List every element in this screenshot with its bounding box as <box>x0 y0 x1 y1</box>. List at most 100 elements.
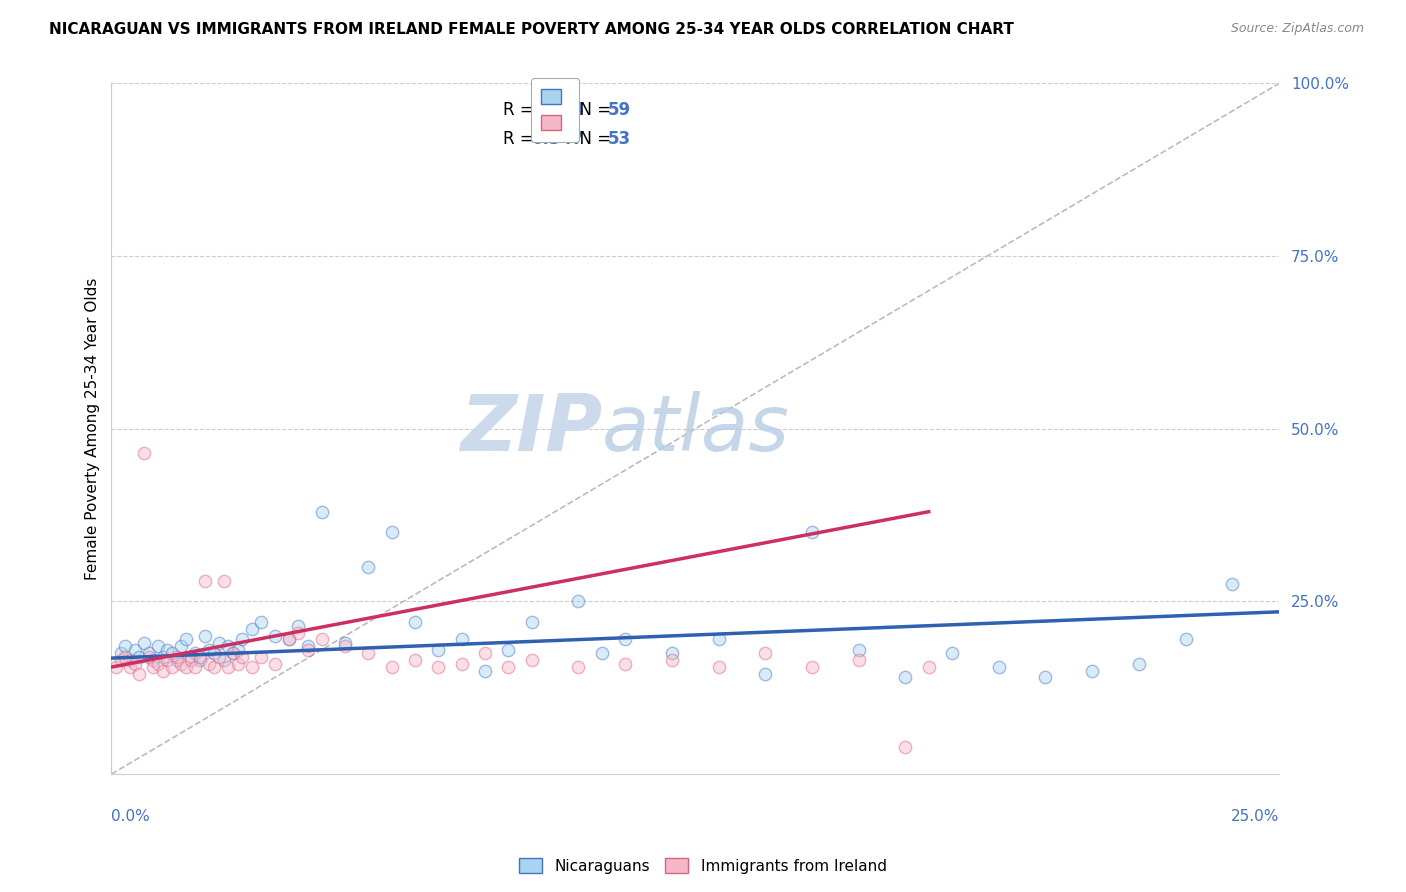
Point <box>152 649 174 664</box>
Point <box>174 632 197 647</box>
Point <box>231 632 253 647</box>
Point <box>188 653 211 667</box>
Point <box>381 525 404 540</box>
Point <box>427 642 450 657</box>
Point <box>264 657 287 671</box>
Point <box>142 653 165 667</box>
Point <box>754 646 776 660</box>
Point <box>114 640 136 654</box>
Point <box>801 525 824 540</box>
Point <box>240 660 263 674</box>
Point <box>170 640 193 654</box>
Point <box>264 629 287 643</box>
Text: 25.0%: 25.0% <box>1230 809 1279 823</box>
Point <box>404 653 426 667</box>
Text: Source: ZipAtlas.com: Source: ZipAtlas.com <box>1230 22 1364 36</box>
Point <box>166 653 188 667</box>
Point <box>138 649 160 664</box>
Point <box>124 642 146 657</box>
Point <box>110 646 132 660</box>
Point <box>184 646 207 660</box>
Legend: , : , <box>531 78 579 143</box>
Point <box>498 642 520 657</box>
Point <box>142 660 165 674</box>
Point <box>194 629 217 643</box>
Point <box>498 660 520 674</box>
Point <box>174 660 197 674</box>
Point <box>250 649 273 664</box>
Point <box>894 670 917 684</box>
Point <box>231 649 253 664</box>
Text: R =: R = <box>502 101 538 119</box>
Point <box>1081 664 1104 678</box>
Point <box>941 646 963 660</box>
Point <box>170 657 193 671</box>
Point <box>114 649 136 664</box>
Point <box>250 615 273 630</box>
Point <box>132 446 155 460</box>
Point <box>180 653 202 667</box>
Point <box>661 653 683 667</box>
Text: N =: N = <box>569 101 616 119</box>
Point <box>450 632 472 647</box>
Point <box>184 660 207 674</box>
Point <box>194 574 217 588</box>
Point <box>212 653 235 667</box>
Point <box>240 622 263 636</box>
Point <box>333 636 356 650</box>
Legend: Nicaraguans, Immigrants from Ireland: Nicaraguans, Immigrants from Ireland <box>513 852 893 880</box>
Point <box>614 657 637 671</box>
Point <box>188 649 211 664</box>
Point <box>105 660 128 674</box>
Point <box>754 667 776 681</box>
Point <box>614 632 637 647</box>
Point <box>202 660 225 674</box>
Point <box>222 646 245 660</box>
Point <box>222 646 245 660</box>
Point <box>124 657 146 671</box>
Point <box>311 632 333 647</box>
Point <box>160 660 183 674</box>
Text: N =: N = <box>569 130 616 148</box>
Point <box>146 640 169 654</box>
Point <box>198 642 221 657</box>
Text: ZIP: ZIP <box>460 391 602 467</box>
Point <box>894 739 917 754</box>
Text: atlas: atlas <box>602 391 790 467</box>
Point <box>208 636 231 650</box>
Point <box>152 664 174 678</box>
Point <box>198 657 221 671</box>
Text: 0.347: 0.347 <box>531 130 585 148</box>
Point <box>661 646 683 660</box>
Point <box>381 660 404 674</box>
Point <box>1174 632 1197 647</box>
Point <box>277 632 299 647</box>
Point <box>202 646 225 660</box>
Text: 53: 53 <box>607 130 631 148</box>
Point <box>591 646 613 660</box>
Point <box>567 594 589 608</box>
Point <box>707 632 730 647</box>
Point <box>450 657 472 671</box>
Point <box>474 646 496 660</box>
Point <box>707 660 730 674</box>
Point <box>1128 657 1150 671</box>
Point <box>120 653 142 667</box>
Point <box>208 649 231 664</box>
Point <box>226 657 249 671</box>
Point <box>110 653 132 667</box>
Point <box>180 649 202 664</box>
Point <box>128 667 150 681</box>
Point <box>277 632 299 647</box>
Point <box>297 642 319 657</box>
Point <box>357 646 380 660</box>
Point <box>427 660 450 674</box>
Point <box>404 615 426 630</box>
Point <box>1035 670 1057 684</box>
Text: NICARAGUAN VS IMMIGRANTS FROM IRELAND FEMALE POVERTY AMONG 25-34 YEAR OLDS CORRE: NICARAGUAN VS IMMIGRANTS FROM IRELAND FE… <box>49 22 1014 37</box>
Point <box>520 653 543 667</box>
Point <box>520 615 543 630</box>
Point <box>217 640 239 654</box>
Point <box>138 646 160 660</box>
Text: 59: 59 <box>607 101 631 119</box>
